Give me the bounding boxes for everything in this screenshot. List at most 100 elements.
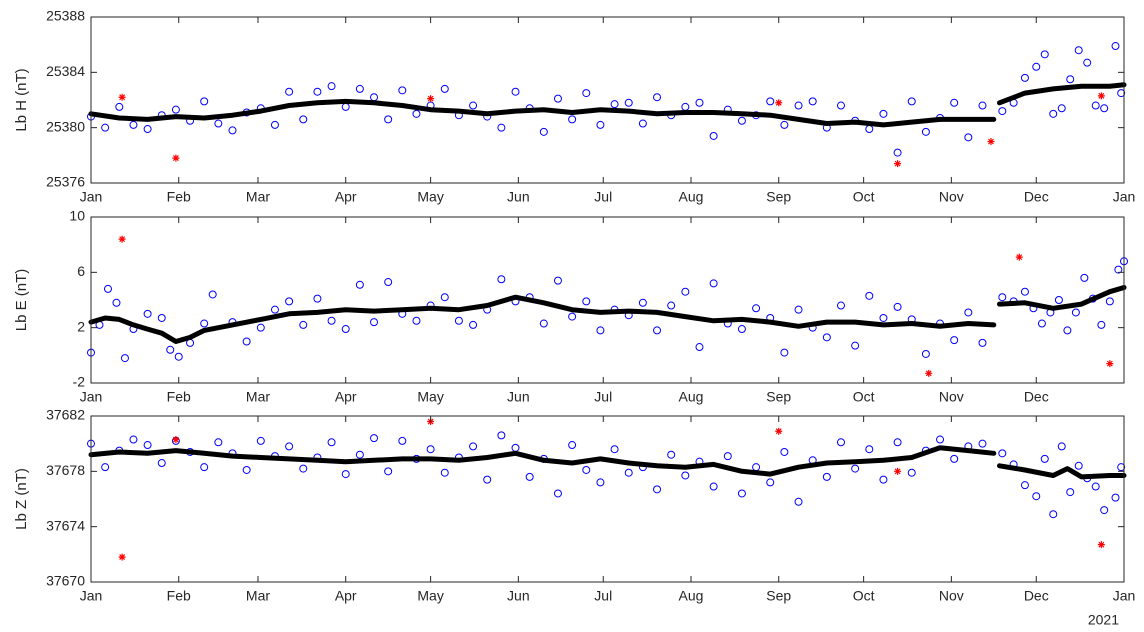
x-tick-label: Jan (1113, 588, 1136, 604)
data-point (157, 459, 166, 468)
outlier-point (172, 436, 180, 444)
plot-area (91, 217, 1124, 383)
data-point (525, 472, 534, 481)
trend-line (88, 82, 1127, 128)
data-point (681, 287, 690, 296)
data-point (384, 467, 393, 476)
x-tick-label: Jul (594, 189, 612, 205)
data-point (998, 293, 1007, 302)
data-point (780, 348, 789, 357)
plot-area (91, 416, 1124, 582)
data-point (440, 293, 449, 302)
data-point (624, 98, 633, 107)
y-tick-label: 25376 (46, 174, 85, 190)
data-point (1020, 73, 1029, 82)
data-point (865, 445, 874, 454)
y-tick-label: 2 (77, 318, 85, 334)
data-point (964, 308, 973, 317)
y-tick-label: -2 (73, 374, 86, 390)
data-point (440, 84, 449, 93)
data-point (355, 280, 364, 289)
data-point (174, 352, 183, 361)
data-point (582, 297, 591, 306)
data-point (1111, 42, 1120, 51)
data-point (681, 471, 690, 480)
x-tick-label: Jan (80, 389, 103, 405)
data-point (1040, 50, 1049, 59)
data-point (1020, 287, 1029, 296)
data-point (695, 343, 704, 352)
data-point (1057, 104, 1066, 113)
data-point (851, 341, 860, 350)
data-point (497, 275, 506, 284)
data-point (893, 438, 902, 447)
data-point (624, 468, 633, 477)
data-point (256, 323, 265, 332)
data-point (1080, 273, 1089, 282)
trend-line (88, 445, 1127, 480)
x-tick-label: May (417, 389, 443, 405)
data-point (200, 463, 209, 472)
outlier-point (427, 95, 435, 103)
trend-line (88, 285, 1127, 344)
data-point (1066, 75, 1075, 84)
data-point (978, 338, 987, 347)
data-point (370, 318, 379, 327)
data-point (270, 120, 279, 129)
data-point (836, 438, 845, 447)
data-point (766, 97, 775, 106)
x-tick-label: Sep (766, 189, 791, 205)
data-point (511, 87, 520, 96)
y-tick-label: 25380 (46, 118, 85, 134)
data-point (115, 102, 124, 111)
x-tick-label: Jun (507, 588, 530, 604)
x-tick-label: Sep (766, 389, 791, 405)
x-tick-label: May (417, 189, 443, 205)
x-tick-label: Apr (335, 189, 357, 205)
outlier-point (1097, 92, 1105, 100)
x-tick-label: Apr (335, 588, 357, 604)
x-tick-label: Oct (853, 189, 875, 205)
data-point (171, 105, 180, 114)
x-tick-label: Dec (1024, 389, 1049, 405)
data-point (341, 325, 350, 334)
data-point (610, 445, 619, 454)
outlier-point (894, 467, 902, 475)
data-point (1091, 101, 1100, 110)
data-point (228, 126, 237, 135)
data-point (299, 320, 308, 329)
data-point (723, 452, 732, 461)
axes-box (90, 415, 1125, 583)
data-point (822, 333, 831, 342)
data-point (469, 101, 478, 110)
data-point (1066, 488, 1075, 497)
data-point (384, 278, 393, 287)
data-point (780, 447, 789, 456)
outlier-point (987, 138, 995, 145)
data-point (879, 313, 888, 322)
outlier-point (775, 99, 783, 107)
data-point (1117, 89, 1126, 98)
data-point (998, 449, 1007, 458)
y-tick-label: 25388 (46, 8, 85, 24)
data-point (398, 436, 407, 445)
data-point (653, 485, 662, 494)
data-point (709, 482, 718, 491)
data-point (950, 98, 959, 107)
data-point (1074, 461, 1083, 470)
y-tick-label: 10 (69, 208, 85, 224)
data-point (327, 316, 336, 325)
data-point (709, 279, 718, 288)
x-tick-label: Mar (246, 588, 270, 604)
data-point (143, 125, 152, 134)
data-point (596, 478, 605, 487)
data-point (964, 133, 973, 142)
data-point (214, 119, 223, 128)
data-point (539, 319, 548, 328)
data-point (384, 115, 393, 124)
data-point (242, 337, 251, 346)
data-point (313, 87, 322, 96)
data-point (1049, 510, 1058, 519)
data-point (808, 97, 817, 106)
data-point (794, 101, 803, 110)
